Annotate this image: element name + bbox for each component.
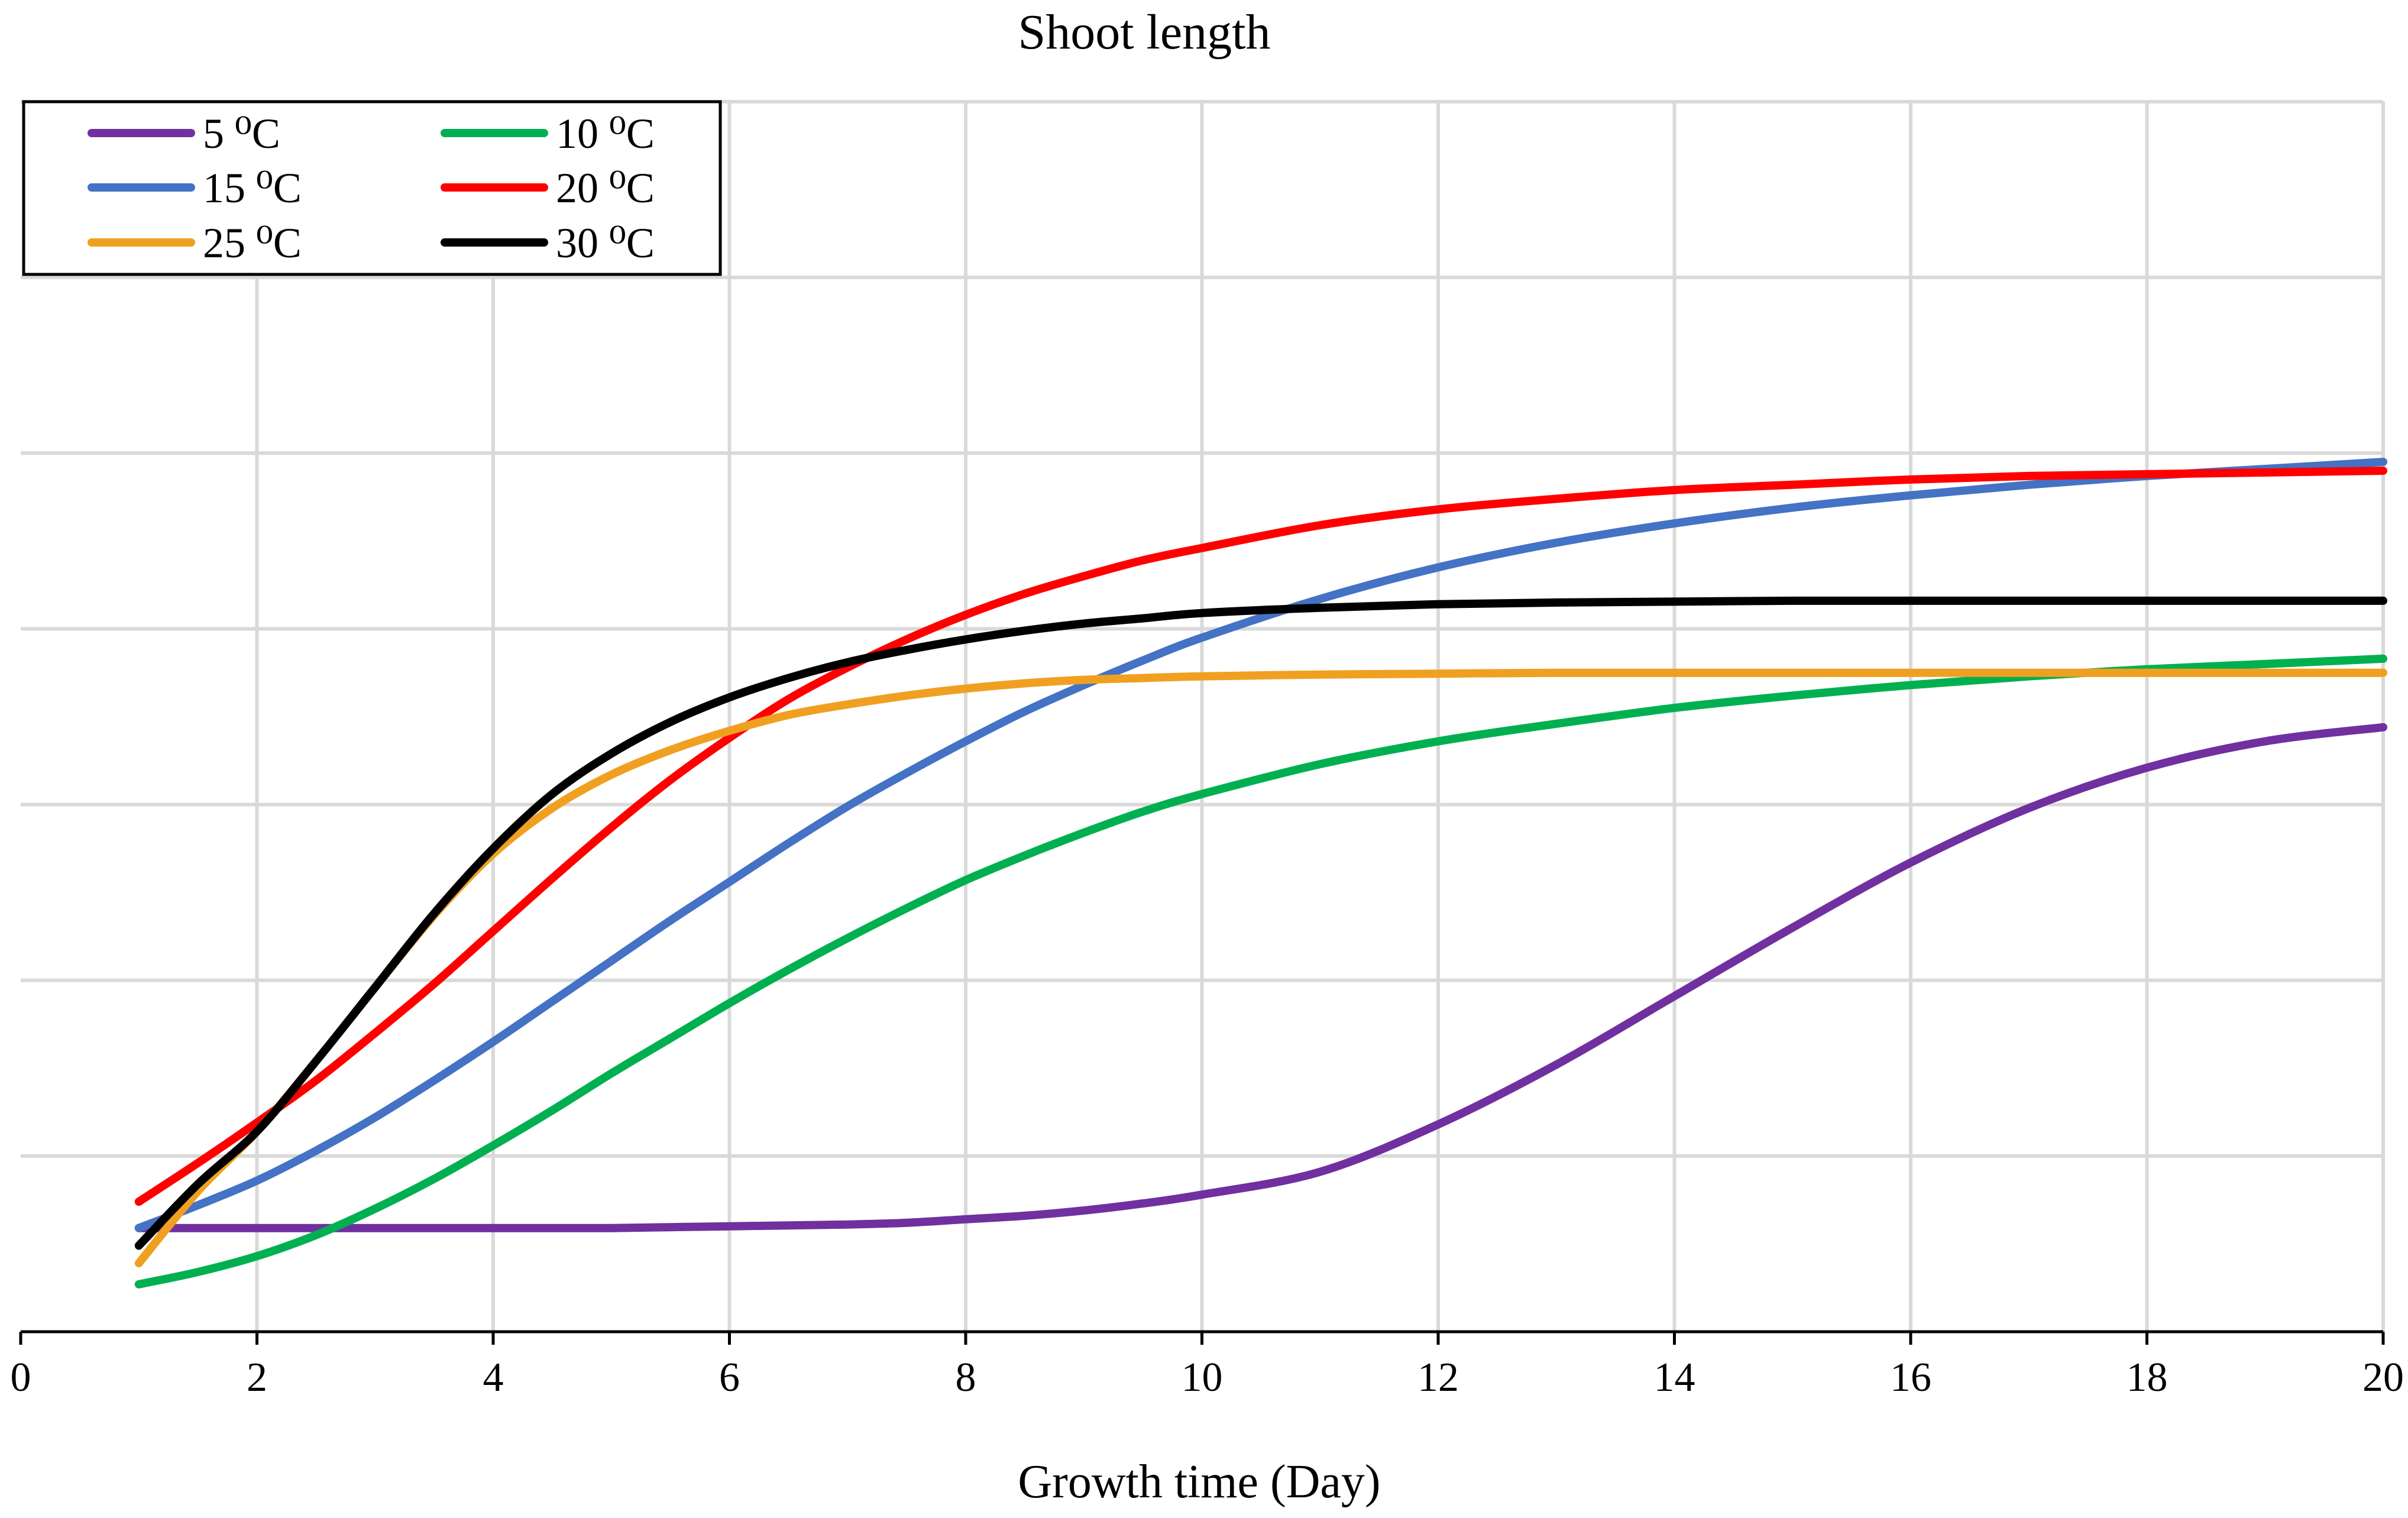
chart-title: Shoot length <box>1018 5 1270 60</box>
series-line-25c <box>134 668 2387 1268</box>
legend: 5 ⁰C 10 ⁰C 15 ⁰C 20 ⁰C 25 ⁰C 30 ⁰C <box>22 100 722 276</box>
x-tick-label: 14 <box>1654 1355 1695 1400</box>
legend-label: 20 ⁰C <box>556 164 655 212</box>
x-tick-label: 10 <box>1182 1355 1223 1400</box>
x-tick-label: 6 <box>719 1355 740 1400</box>
legend-item: 5 ⁰C <box>88 110 280 157</box>
legend-label: 15 ⁰C <box>203 164 302 212</box>
x-tick-label: 4 <box>483 1355 504 1400</box>
legend-item: 10 ⁰C <box>441 110 655 157</box>
x-tick-labels: 0 2 4 6 8 10 12 14 16 18 20 <box>11 1355 2404 1400</box>
series-lines <box>134 458 2387 1289</box>
series-line-20c <box>134 467 2387 1206</box>
x-tick-label: 0 <box>11 1355 31 1400</box>
x-tick-label: 16 <box>1890 1355 1931 1400</box>
legend-item: 20 ⁰C <box>441 164 655 212</box>
legend-label: 5 ⁰C <box>203 110 280 157</box>
legend-label: 25 ⁰C <box>203 219 302 267</box>
legend-item: 25 ⁰C <box>88 219 302 267</box>
legend-label: 30 ⁰C <box>556 219 655 267</box>
series-line-10c <box>134 654 2387 1289</box>
series-line-30c <box>134 596 2387 1250</box>
gridlines <box>21 100 2385 1332</box>
x-tick-label: 8 <box>956 1355 976 1400</box>
x-axis-label: Growth time (Day) <box>1018 1456 1380 1508</box>
x-tick-label: 20 <box>2362 1355 2404 1400</box>
legend-item: 30 ⁰C <box>441 219 655 267</box>
series-line-5c <box>134 723 2387 1232</box>
axes <box>19 1330 2385 1345</box>
legend-label: 10 ⁰C <box>556 110 655 157</box>
legend-item: 15 ⁰C <box>88 164 302 212</box>
series-line-15c <box>134 458 2387 1232</box>
x-tick-label: 18 <box>2127 1355 2168 1400</box>
x-tick-label: 12 <box>1417 1355 1459 1400</box>
x-tick-label: 2 <box>247 1355 267 1400</box>
